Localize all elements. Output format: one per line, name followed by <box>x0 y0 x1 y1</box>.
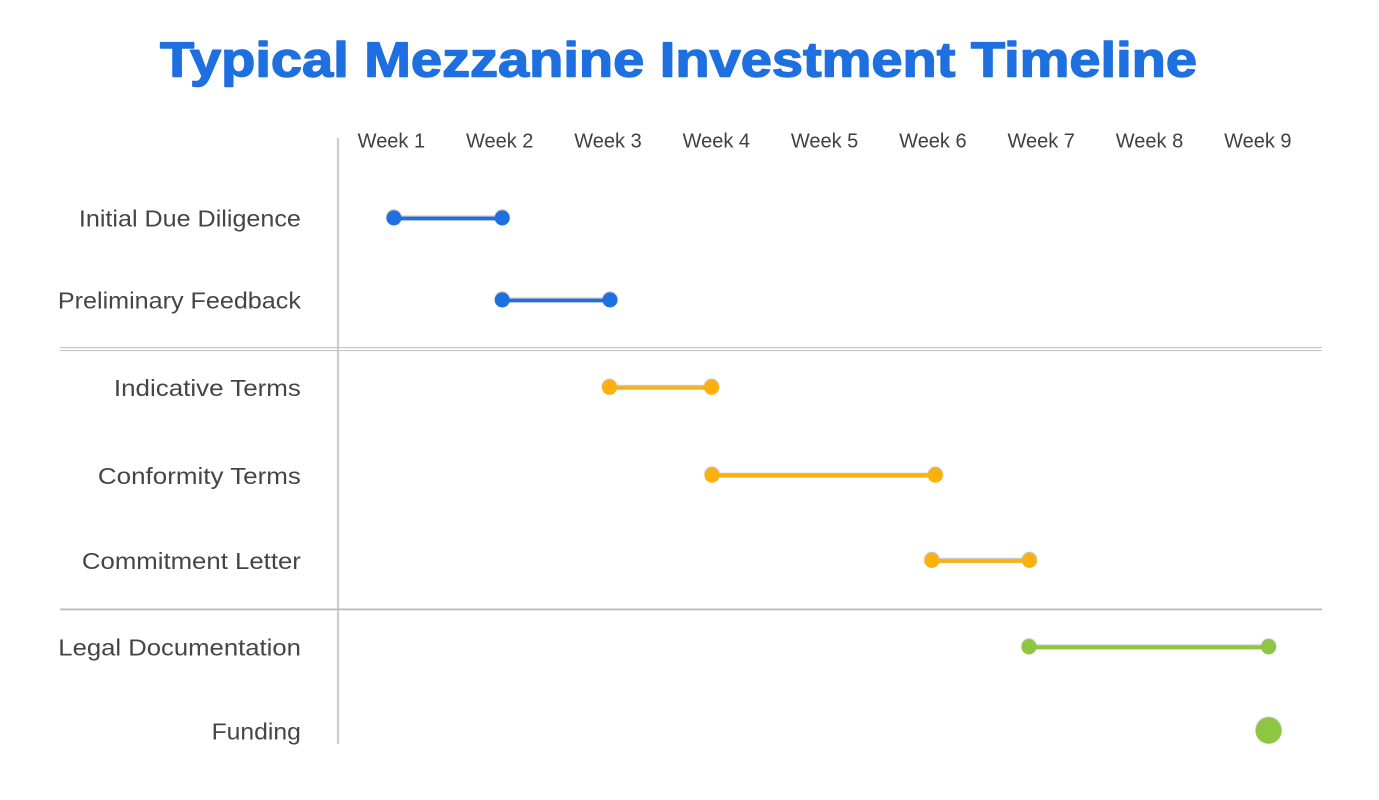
svg-text:Week 8: Week 8 <box>1116 130 1183 152</box>
svg-text:Week 5: Week 5 <box>791 130 858 152</box>
svg-text:Conformity Terms: Conformity Terms <box>98 463 301 489</box>
svg-text:Funding: Funding <box>212 718 301 744</box>
svg-text:Week 9: Week 9 <box>1224 130 1291 152</box>
svg-text:Commitment Letter: Commitment Letter <box>82 548 301 574</box>
svg-text:Week 7: Week 7 <box>1007 130 1074 152</box>
svg-text:Initial Due Diligence: Initial Due Diligence <box>79 206 301 232</box>
svg-text:Week 2: Week 2 <box>466 130 533 152</box>
svg-text:Week 6: Week 6 <box>899 130 966 152</box>
svg-text:Week 4: Week 4 <box>683 130 750 152</box>
svg-text:Week 3: Week 3 <box>574 130 641 152</box>
svg-text:Indicative Terms: Indicative Terms <box>114 375 301 401</box>
svg-text:Preliminary Feedback: Preliminary Feedback <box>58 288 301 314</box>
svg-text:Legal Documentation: Legal Documentation <box>58 635 301 661</box>
svg-text:Typical Mezzanine Investment T: Typical Mezzanine Investment Timeline <box>160 34 1197 88</box>
svg-text:Week 1: Week 1 <box>358 130 425 152</box>
